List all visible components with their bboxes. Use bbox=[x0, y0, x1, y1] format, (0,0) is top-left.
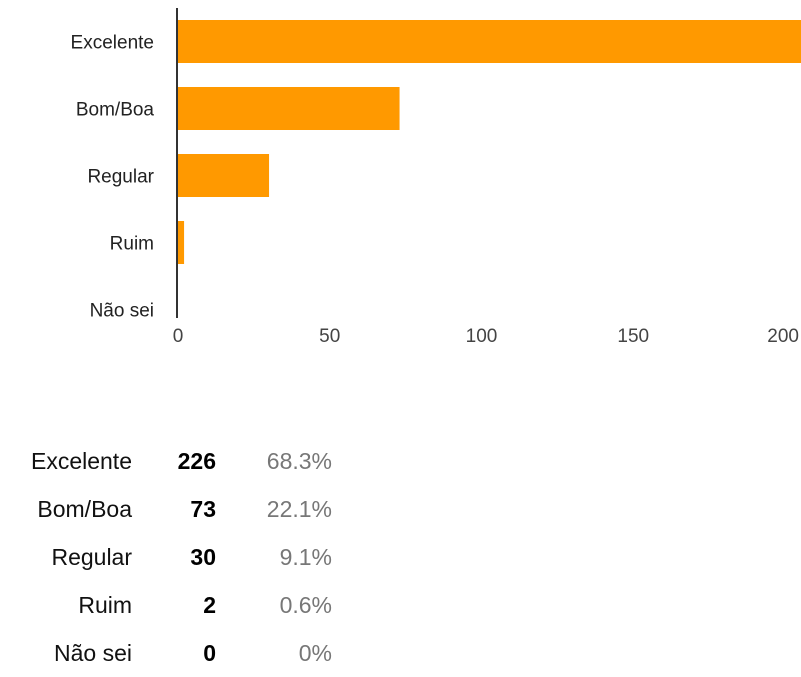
bar bbox=[178, 154, 270, 197]
summary-row: Regular 30 9.1% bbox=[0, 533, 332, 581]
bar bbox=[178, 221, 185, 264]
summary-row: Ruim 2 0.6% bbox=[0, 581, 332, 629]
summary-count: 30 bbox=[190, 544, 216, 570]
category-label: Excelente bbox=[71, 33, 154, 54]
category-label: Não sei bbox=[90, 301, 154, 322]
summary-percent: 0% bbox=[298, 640, 332, 666]
summary-row: Bom/Boa 73 22.1% bbox=[0, 485, 332, 533]
summary-count: 73 bbox=[190, 496, 216, 522]
bar bbox=[178, 20, 801, 63]
summary-percent: 68.3% bbox=[266, 448, 332, 474]
summary-label: Não sei bbox=[54, 640, 132, 666]
category-label: Bom/Boa bbox=[76, 100, 155, 121]
bar-chart: Excelente Bom/Boa Regular Ruim Não sei 0 50 100… bbox=[71, 8, 801, 347]
x-tick-label: 0 bbox=[173, 326, 184, 347]
summary-row: Não sei 0 0% bbox=[0, 629, 332, 677]
summary-percent: 22.1% bbox=[266, 496, 332, 522]
x-tick-label: 200 bbox=[767, 326, 799, 347]
x-tick-label: 50 bbox=[319, 326, 340, 347]
summary-label: Ruim bbox=[78, 592, 132, 618]
summary-label: Excelente bbox=[30, 448, 132, 474]
summary-label: Regular bbox=[51, 544, 132, 570]
x-tick-label: 100 bbox=[466, 326, 498, 347]
summary-row: Excelente 226 68.3% bbox=[0, 437, 332, 485]
category-label: Regular bbox=[87, 167, 154, 188]
summary-count: 226 bbox=[177, 448, 216, 474]
summary-table: Excelente 226 68.3% Bom/Boa 73 22.1% Reg… bbox=[0, 437, 332, 677]
x-tick-label: 150 bbox=[617, 326, 649, 347]
bar bbox=[178, 87, 400, 130]
summary-percent: 0.6% bbox=[279, 592, 332, 618]
summary-percent: 9.1% bbox=[279, 544, 332, 570]
summary-label: Bom/Boa bbox=[37, 496, 132, 522]
summary-count: 2 bbox=[203, 592, 216, 618]
category-label: Ruim bbox=[110, 234, 154, 255]
summary-count: 0 bbox=[203, 640, 216, 666]
